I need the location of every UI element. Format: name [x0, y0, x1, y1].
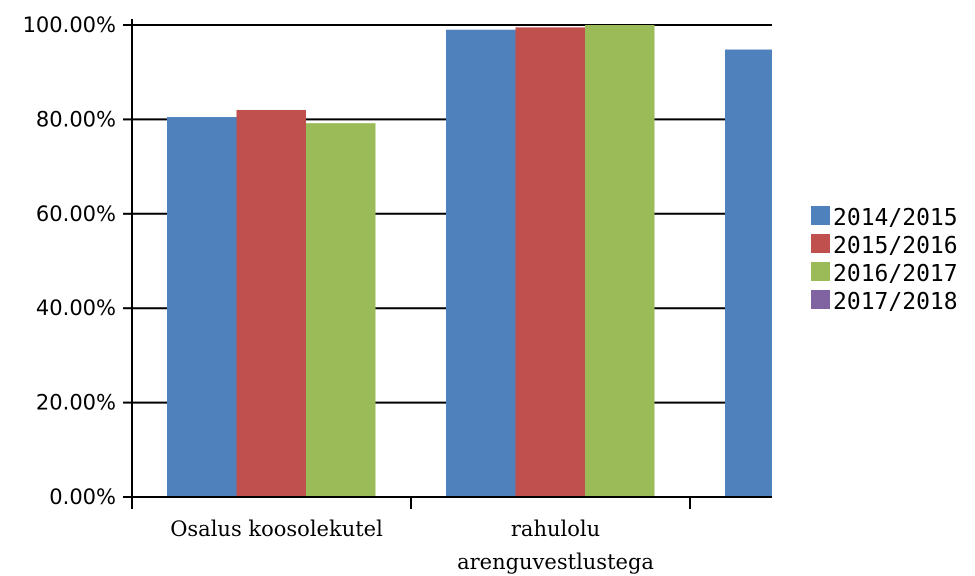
bar	[515, 27, 585, 498]
legend-swatch	[811, 290, 830, 309]
y-tick-label: 0.00%	[49, 485, 116, 509]
bar	[446, 29, 516, 497]
legend-label: 2015/2016	[833, 233, 958, 259]
y-tick-label: 100.00%	[23, 13, 116, 37]
x-tick-label: Osalus koosolekutel	[170, 517, 383, 541]
x-tick-label: arenguvestlustega	[457, 550, 654, 574]
bar	[306, 123, 376, 498]
bar	[725, 49, 772, 497]
x-tick-labels: Osalus koosolekutel rahulolu arenguvestlus…	[170, 517, 859, 574]
legend-swatch	[811, 262, 830, 281]
bar	[585, 25, 655, 497]
bars	[167, 25, 772, 498]
bar	[236, 109, 306, 498]
x-tick-label: koos	[810, 550, 859, 574]
legend-swatch	[811, 234, 830, 253]
y-tick-label: 60.00%	[36, 202, 116, 226]
y-tick-label: 80.00%	[36, 107, 116, 131]
legend-label: 2014/2015	[833, 205, 958, 231]
legend-label: 2016/2017	[833, 261, 958, 287]
x-tick-label: rahulolu	[511, 517, 600, 541]
bar	[167, 117, 237, 497]
legend-swatch	[811, 206, 830, 225]
y-tick-label: 40.00%	[36, 296, 116, 320]
axes: 0.00% 20.00% 40.00% 60.00% 80.00% 100.00% Osal…	[23, 13, 859, 574]
legend-label: 2017/2018	[833, 289, 958, 315]
y-tick-label: 20.00%	[36, 391, 116, 415]
